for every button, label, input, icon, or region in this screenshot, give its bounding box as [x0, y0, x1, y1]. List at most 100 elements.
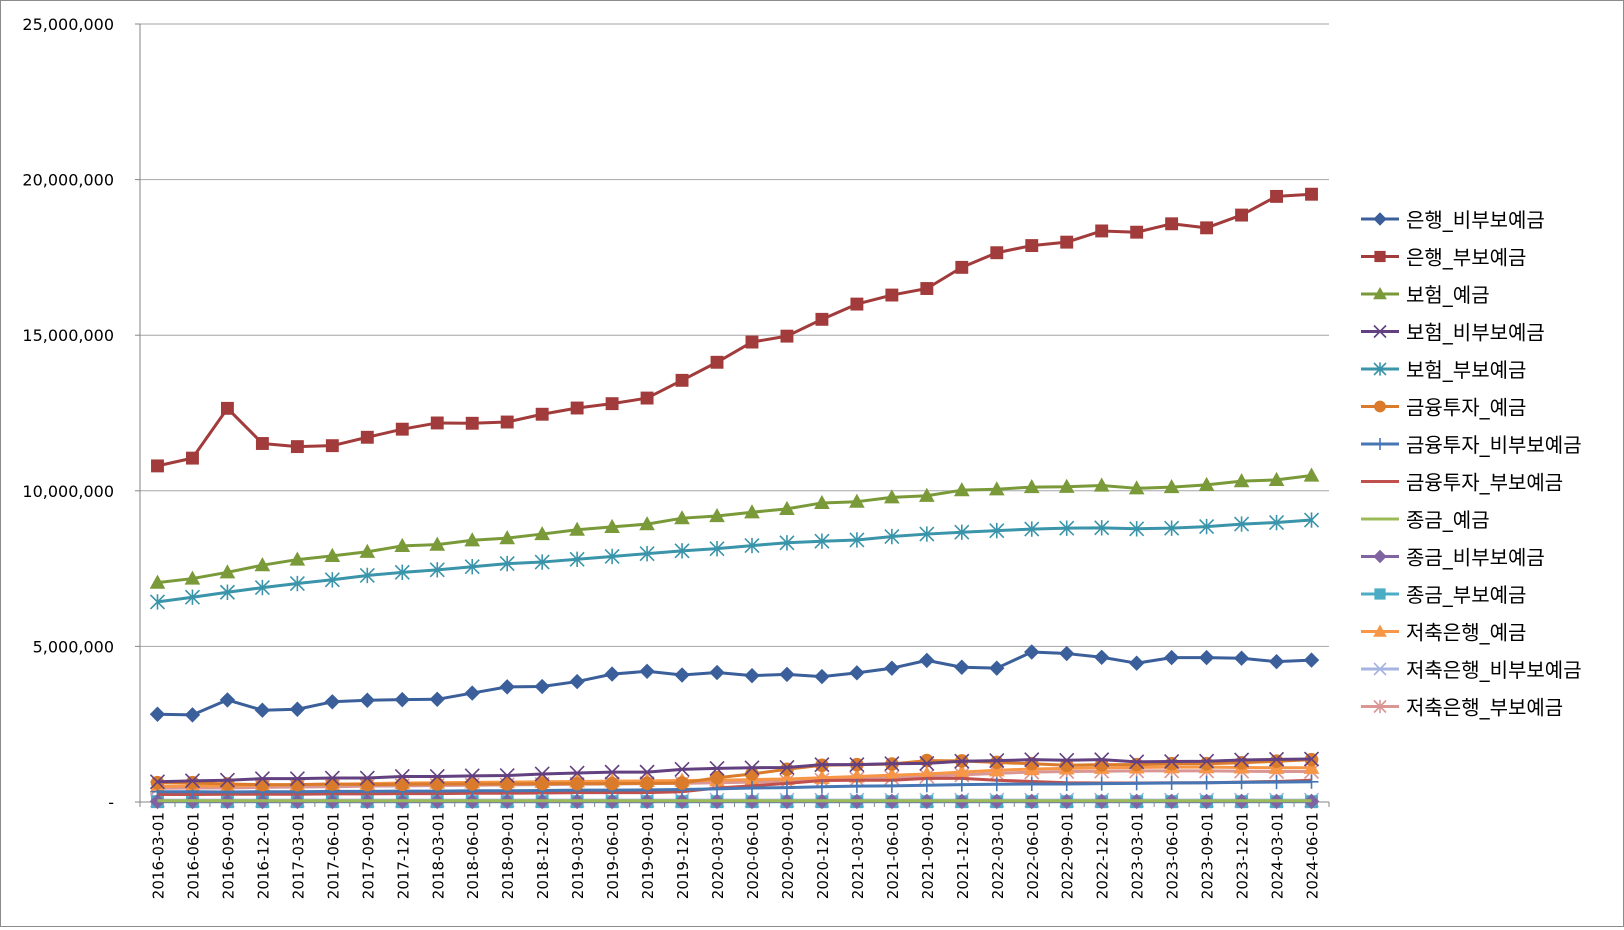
- legend-label: 금융투자_예금: [1406, 396, 1526, 420]
- legend-marker: [1374, 250, 1386, 263]
- x-tick-label: 2016-03-01: [149, 812, 167, 899]
- series-line: [157, 757, 1312, 784]
- data-point: [499, 767, 515, 784]
- data-point: [324, 694, 341, 710]
- legend-label: 금융투자_비부보예금: [1406, 433, 1582, 457]
- data-point: [1164, 520, 1180, 536]
- y-tick-label: -: [108, 793, 114, 812]
- data-point: [149, 774, 166, 790]
- x-tick-label: 2024-03-01: [1269, 812, 1287, 899]
- data-point: [185, 775, 200, 790]
- data-point: [990, 246, 1004, 260]
- data-point: [1164, 756, 1179, 771]
- data-point: [184, 570, 201, 585]
- legend-label: 종금_부보예금: [1406, 583, 1526, 607]
- data-point: [849, 532, 865, 548]
- legend-entry: 금융투자_부보예금: [1361, 471, 1563, 495]
- legend-entry: 보험_예금: [1361, 283, 1490, 307]
- data-point: [1198, 476, 1215, 491]
- data-point: [1025, 239, 1039, 253]
- data-point: [604, 666, 620, 682]
- data-point: [1268, 751, 1285, 767]
- data-point: [1303, 751, 1320, 767]
- data-point: [1199, 518, 1215, 535]
- data-point: [1199, 756, 1214, 771]
- data-point: [849, 665, 865, 681]
- data-point: [1234, 516, 1250, 532]
- x-tick-label: 2019-09-01: [639, 812, 657, 899]
- x-tick-labels: 2016-03-01 2016-06-01 2016-09-01 2016-12-01…: [149, 812, 1321, 899]
- data-point: [569, 765, 585, 781]
- data-point: [675, 373, 689, 387]
- data-point: [289, 771, 305, 787]
- data-point: [744, 667, 760, 684]
- data-point: [709, 507, 725, 523]
- data-point: [1198, 649, 1215, 666]
- x-tick-label: 2017-09-01: [359, 812, 377, 899]
- data-point: [360, 777, 375, 792]
- legend-entry: 저축은행_예금: [1361, 621, 1526, 645]
- legend-entry: 종금_비부보예금: [1361, 546, 1545, 570]
- data-point: [1128, 655, 1145, 671]
- legend-marker: [1374, 588, 1386, 600]
- data-point: [149, 706, 166, 722]
- data-point: [675, 776, 689, 790]
- x-tick-label: 2023-09-01: [1199, 812, 1217, 899]
- data-point: [814, 668, 830, 685]
- data-point: [744, 504, 760, 519]
- data-point: [1303, 467, 1320, 482]
- data-point: [1305, 187, 1318, 201]
- data-point: [954, 524, 970, 540]
- data-point: [464, 559, 480, 575]
- data-point: [429, 536, 446, 551]
- data-point: [1059, 752, 1075, 768]
- data-point: [394, 691, 410, 708]
- data-point: [989, 522, 1005, 539]
- data-point: [1303, 759, 1320, 774]
- data-point: [184, 589, 201, 605]
- data-point: [569, 551, 585, 567]
- data-point: [849, 779, 864, 794]
- data-point: [640, 391, 654, 405]
- legend-marker: [1373, 662, 1387, 676]
- data-point: [988, 481, 1005, 496]
- legend-label: 종금_예금: [1406, 508, 1490, 532]
- data-point: [604, 548, 620, 565]
- data-point: [920, 282, 934, 295]
- data-point: [709, 760, 725, 776]
- series-line: [157, 780, 1312, 794]
- data-point: [499, 555, 515, 572]
- data-point: [849, 757, 865, 773]
- data-point: [605, 776, 619, 791]
- x-tick-label: 2022-09-01: [1059, 812, 1077, 899]
- data-point: [1024, 644, 1040, 660]
- data-point: [464, 768, 480, 784]
- data-point: [429, 691, 445, 708]
- series-line: [157, 769, 1312, 790]
- data-point: [254, 557, 271, 572]
- x-tick-label: 2017-06-01: [324, 812, 342, 899]
- gridlines: [140, 23, 1329, 647]
- data-point: [884, 489, 900, 504]
- data-point: [780, 329, 794, 343]
- data-point: [954, 753, 970, 769]
- legend-label: 보험_부보예금: [1406, 358, 1526, 382]
- data-point: [989, 660, 1005, 676]
- legend-entry: 은행_비부보예금: [1361, 208, 1545, 232]
- plot-area: [149, 187, 1320, 810]
- series-7: [150, 774, 1319, 800]
- data-point: [814, 779, 829, 794]
- legend-entry: 금융투자_예금: [1361, 396, 1526, 420]
- data-point: [1165, 217, 1179, 231]
- legend-label: 저축은행_비부보예금: [1406, 658, 1582, 682]
- data-point: [534, 526, 551, 541]
- x-tick-label: 2021-12-01: [954, 812, 972, 899]
- axes: [135, 23, 1330, 807]
- data-point: [394, 768, 410, 785]
- data-point: [919, 526, 935, 542]
- data-point: [954, 777, 969, 792]
- data-point: [1094, 752, 1110, 768]
- legend-entry: 종금_부보예금: [1361, 583, 1526, 607]
- legend-label: 보험_예금: [1406, 283, 1490, 307]
